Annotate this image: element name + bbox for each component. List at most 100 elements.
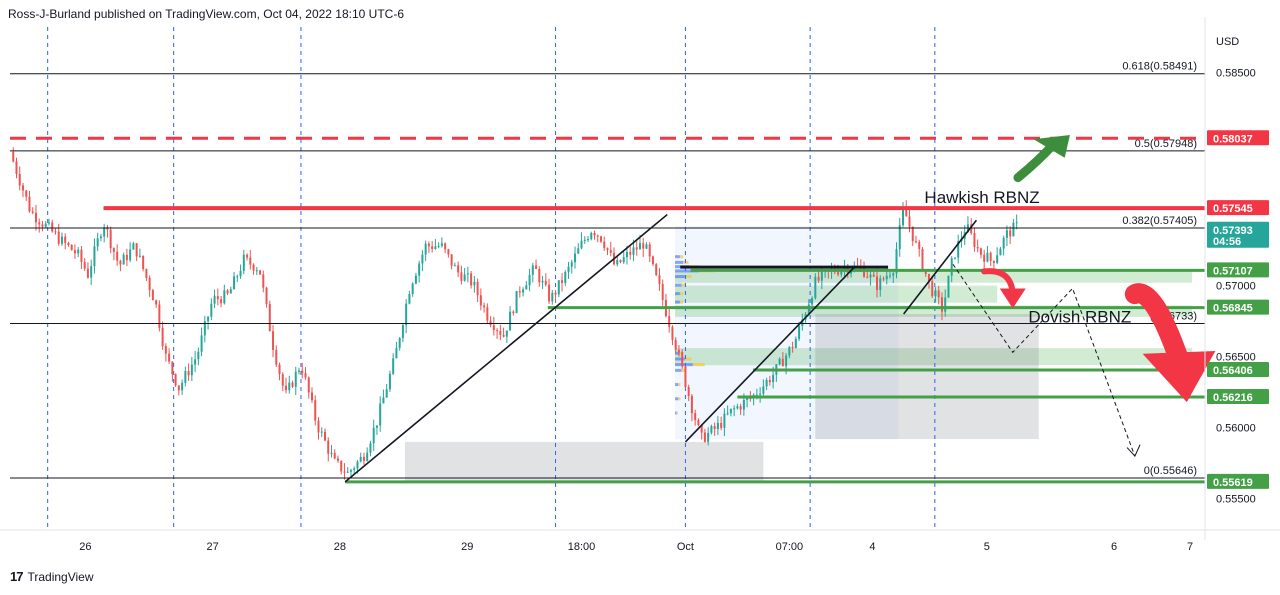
candle-body (957, 241, 960, 258)
tradingview-logo-icon[interactable]: 17 (10, 569, 24, 584)
candle-body (989, 252, 992, 261)
candle-body (947, 275, 950, 298)
candle-body (18, 173, 21, 186)
candle-body (931, 281, 934, 297)
candle-body (226, 290, 229, 294)
candle-body (668, 316, 671, 327)
candle-body (772, 374, 775, 383)
candle-body (288, 382, 291, 391)
candle-body (278, 364, 281, 375)
candle-body (781, 358, 784, 367)
candle-body (557, 280, 560, 295)
candle-body (746, 397, 749, 400)
candle-body (762, 386, 765, 394)
price-tag-label: 0.56406 (1213, 365, 1253, 377)
candle-body (603, 241, 606, 249)
price-tag (1207, 473, 1269, 489)
price-tag-label: 0.56845 (1213, 303, 1253, 315)
candle-body (820, 271, 823, 281)
candle-body (184, 371, 187, 383)
candle-body (216, 296, 219, 300)
candle-body (850, 270, 853, 274)
candle-body (73, 250, 76, 254)
candle-body (918, 241, 921, 249)
candle-body (411, 283, 414, 294)
volume-bar (679, 292, 684, 296)
candle-body (479, 295, 482, 306)
x-tick-label: 6 (1111, 541, 1117, 553)
candle-body (122, 254, 125, 265)
brand-name[interactable]: TradingView (27, 569, 94, 584)
candle-body (986, 252, 989, 262)
candle-body (362, 456, 365, 461)
candle-body (635, 247, 638, 250)
candle-body (427, 243, 430, 247)
volume-bar (675, 300, 680, 304)
candle-body (155, 300, 158, 305)
candle-body (720, 422, 723, 428)
candle-body (567, 266, 570, 272)
candle-body (57, 231, 60, 244)
currency-label: USD (1216, 36, 1239, 48)
publisher-caption: Ross-J-Burland published on TradingView.… (8, 7, 404, 21)
price-tag-label: 0.57545 (1213, 203, 1253, 215)
volume-bar (679, 255, 684, 259)
candle-body (574, 253, 577, 263)
candle-body (1005, 230, 1008, 238)
candle-body (90, 266, 93, 278)
candle-body (145, 268, 148, 278)
candle-body (840, 270, 843, 275)
candle-body (77, 249, 80, 254)
x-tick-label: Oct (677, 541, 694, 553)
candle-body (304, 373, 307, 378)
candle-body (148, 277, 151, 291)
annotations-layer: Hawkish RBNZ Dovish RBNZ (924, 134, 1216, 403)
green-zone (675, 271, 1193, 283)
candle-body (895, 249, 898, 274)
candle-body (671, 326, 674, 340)
candle-body (892, 273, 895, 276)
candle-body (366, 452, 369, 461)
candle-body (281, 374, 284, 386)
candle-body (655, 264, 658, 276)
candle-body (158, 304, 161, 328)
candle-body (379, 403, 382, 426)
small-red-arrowhead-icon (999, 288, 1026, 309)
candle-body (492, 325, 495, 331)
candle-body (333, 452, 336, 459)
x-tick-label: 28 (334, 541, 346, 553)
candle-body (112, 248, 115, 252)
zones-layer (404, 225, 1193, 484)
candle-body (876, 276, 879, 290)
candle-body (109, 229, 112, 249)
y-tick-label: 0.57000 (1216, 281, 1256, 293)
green-zone (675, 348, 1193, 366)
grid-layer (47, 27, 936, 530)
candle-body (898, 225, 901, 250)
candle-body (937, 290, 940, 298)
candle-body (275, 349, 278, 365)
candle-body (869, 274, 872, 278)
candle-body (1002, 237, 1005, 249)
candle-body (502, 334, 505, 337)
volume-bar (676, 411, 678, 415)
candle-body (392, 358, 395, 374)
dovish-arrowhead-icon (1142, 350, 1216, 403)
candle-body (707, 432, 710, 442)
candle-body (765, 379, 768, 387)
candle-body (343, 471, 346, 473)
candle-body (505, 330, 508, 337)
x-tick-label: 29 (461, 541, 473, 553)
candle-body (414, 275, 417, 284)
volume-bar (675, 411, 677, 415)
candle-body (999, 248, 1002, 256)
axis-layer: USD 0.58500 0.57000 0.56500 0.56000 0.55500 26… (0, 17, 1280, 553)
candle-body (596, 235, 599, 237)
grey-zone (404, 441, 764, 484)
candle-body (905, 208, 908, 217)
candle-body (86, 268, 89, 278)
candles-layer (12, 147, 1018, 480)
candle-body (837, 272, 840, 275)
candle-body (499, 330, 502, 335)
